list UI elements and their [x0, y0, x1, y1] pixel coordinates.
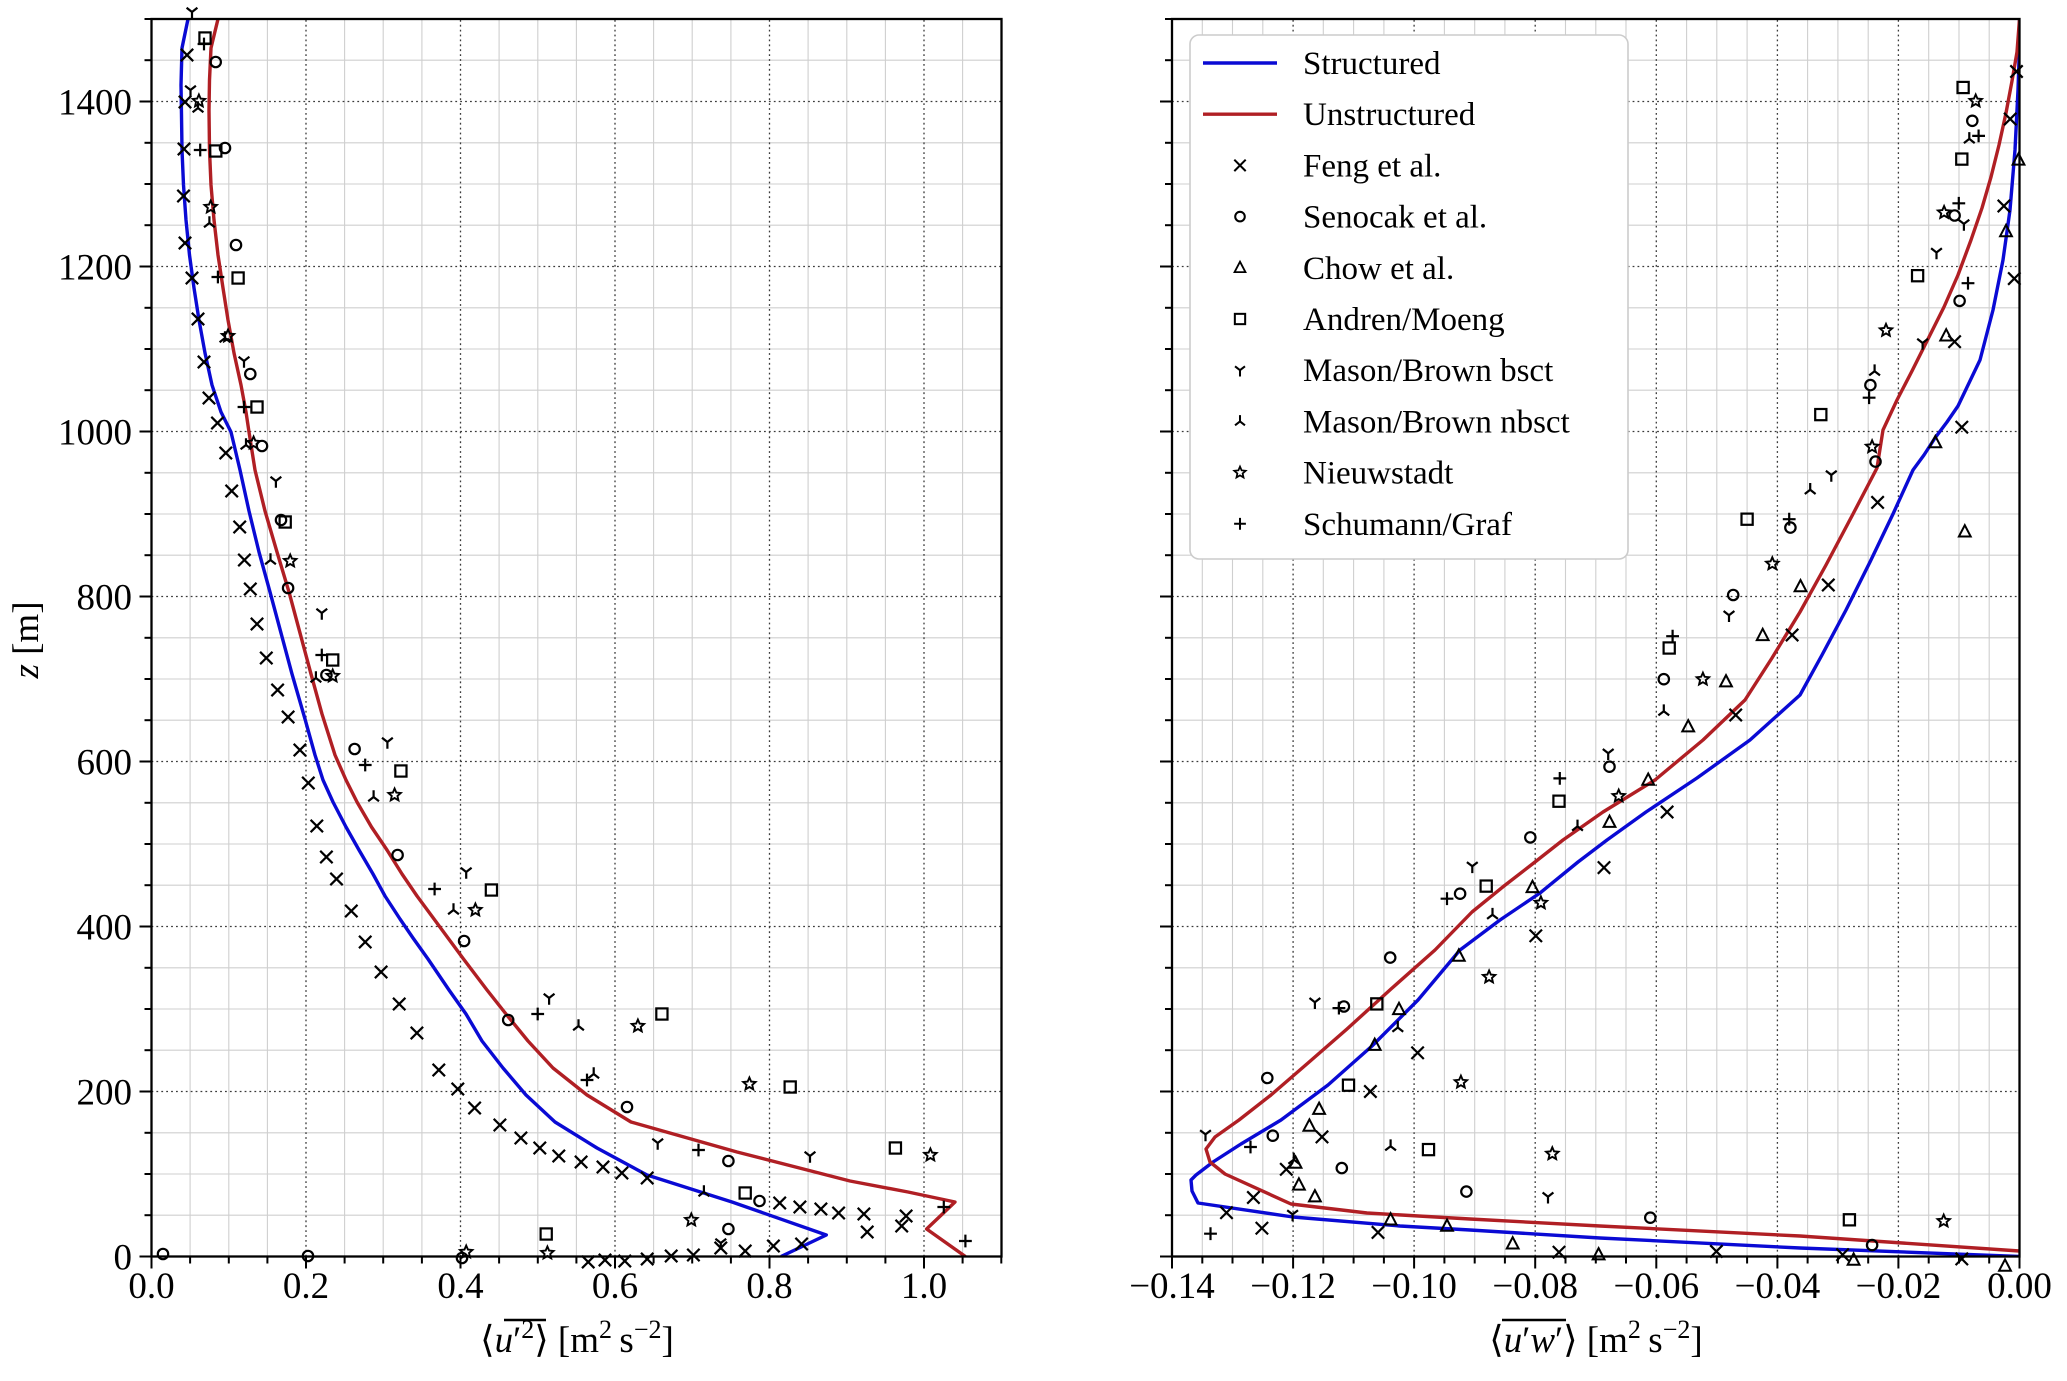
svg-text:−0.14: −0.14 [1129, 1266, 1215, 1307]
svg-text:−0.08: −0.08 [1492, 1266, 1578, 1307]
svg-text:0.8: 0.8 [746, 1266, 792, 1307]
svg-text:1200: 1200 [58, 248, 132, 289]
svg-text:Structured: Structured [1303, 46, 1441, 82]
svg-text:Senocak et al.: Senocak et al. [1303, 200, 1487, 236]
svg-text:1000: 1000 [58, 413, 132, 454]
svg-text:200: 200 [77, 1073, 133, 1114]
svg-text:0.00: 0.00 [1987, 1266, 2052, 1307]
svg-text:z [m]: z [m] [6, 601, 47, 679]
svg-text:0.6: 0.6 [592, 1266, 638, 1307]
svg-text:⟨u′w′⟩ [m2 s−2]: ⟨u′w′⟩ [m2 s−2] [1489, 1315, 1702, 1361]
svg-text:Mason/Brown nbsct: Mason/Brown nbsct [1303, 404, 1570, 440]
svg-text:Andren/Moeng: Andren/Moeng [1303, 302, 1505, 338]
svg-text:⟨u′2⟩ [m2 s−2]: ⟨u′2⟩ [m2 s−2] [480, 1315, 674, 1361]
svg-text:0.2: 0.2 [283, 1266, 329, 1307]
svg-text:0: 0 [114, 1238, 133, 1279]
svg-text:−0.12: −0.12 [1250, 1266, 1336, 1307]
svg-text:0.0: 0.0 [128, 1266, 174, 1307]
svg-text:Feng et al.: Feng et al. [1303, 148, 1441, 184]
svg-text:−0.02: −0.02 [1856, 1266, 1942, 1307]
svg-text:600: 600 [77, 743, 133, 784]
svg-text:Nieuwstadt: Nieuwstadt [1303, 456, 1453, 492]
svg-text:Chow et al.: Chow et al. [1303, 251, 1454, 287]
svg-text:0.4: 0.4 [437, 1266, 483, 1307]
svg-text:−0.10: −0.10 [1371, 1266, 1457, 1307]
svg-text:Unstructured: Unstructured [1303, 97, 1476, 133]
svg-text:800: 800 [77, 578, 133, 619]
svg-text:1400: 1400 [58, 83, 132, 124]
svg-text:−0.04: −0.04 [1735, 1266, 1821, 1307]
svg-text:1.0: 1.0 [901, 1266, 947, 1307]
svg-text:Mason/Brown bsct: Mason/Brown bsct [1303, 353, 1553, 389]
svg-text:−0.06: −0.06 [1613, 1266, 1699, 1307]
svg-text:400: 400 [77, 908, 133, 949]
svg-text:Schumann/Graf: Schumann/Graf [1303, 507, 1512, 543]
